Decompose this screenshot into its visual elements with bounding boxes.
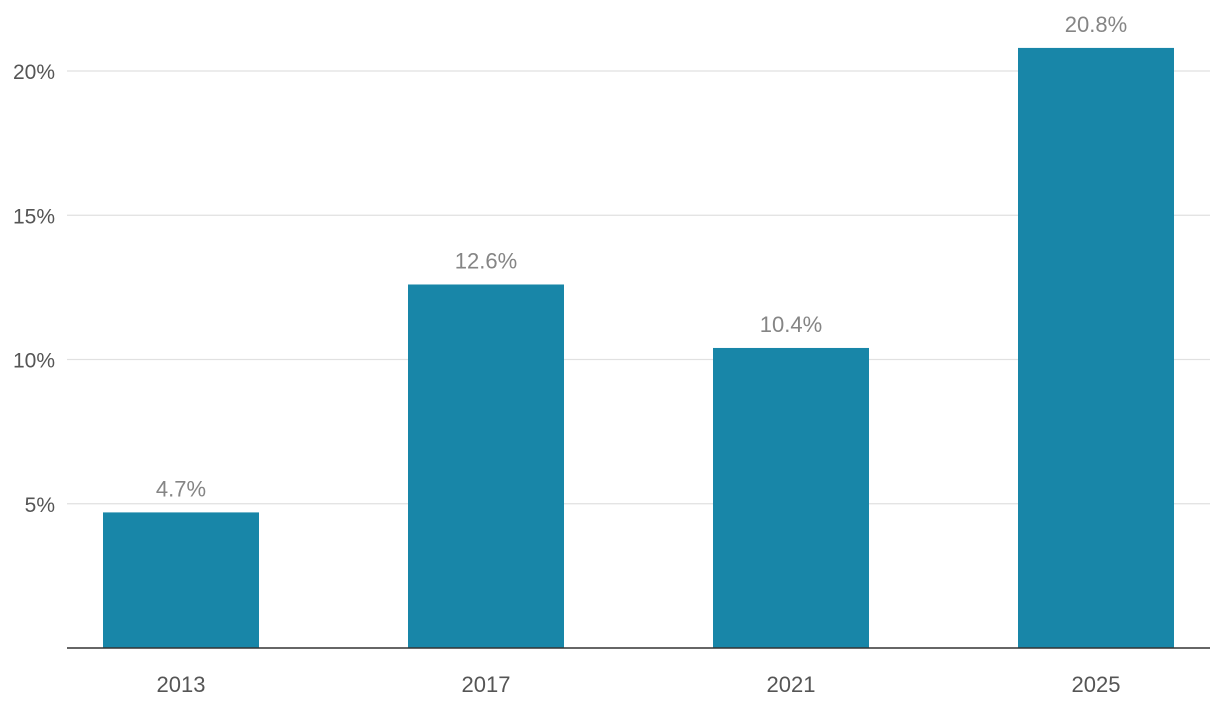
data-label-2025: 20.8% (1065, 12, 1127, 37)
bars (103, 47, 1174, 649)
y-tick-label: 5% (25, 494, 55, 517)
bar-2021 (713, 347, 869, 648)
y-tick-label: 15% (13, 205, 55, 228)
x-tick-label-2025: 2025 (1072, 672, 1121, 697)
x-axis-ticks: 2013 2017 2021 2025 (157, 672, 1121, 697)
bar-2025 (1018, 47, 1174, 649)
data-label-2017: 12.6% (455, 248, 517, 273)
y-axis-ticks: 5% 10% 15% 20% (13, 61, 55, 517)
data-label-2021: 10.4% (760, 312, 822, 337)
data-label-2013: 4.7% (156, 476, 206, 501)
data-labels: 4.7% 12.6% 10.4% 20.8% (156, 12, 1127, 501)
x-tick-label-2017: 2017 (462, 672, 511, 697)
y-tick-label: 20% (13, 61, 55, 84)
bar-2013 (103, 512, 259, 648)
y-tick-label: 10% (13, 350, 55, 373)
x-tick-label-2021: 2021 (767, 672, 816, 697)
x-tick-label-2013: 2013 (157, 672, 206, 697)
bar-2017 (408, 284, 564, 648)
